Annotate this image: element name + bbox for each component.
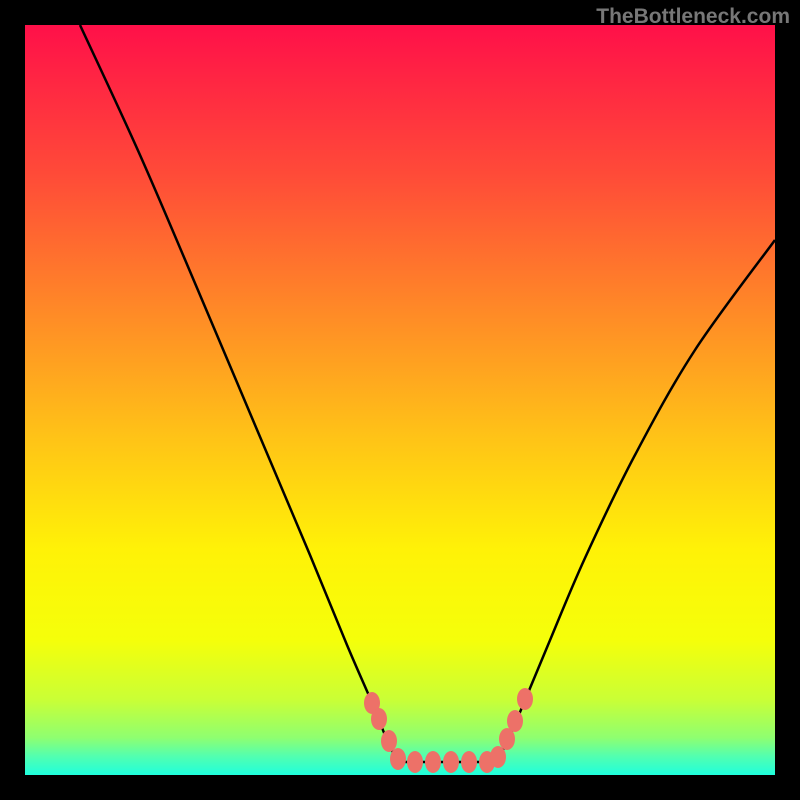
- curve-layer: [25, 25, 775, 775]
- right-curve: [496, 240, 775, 762]
- watermark-text: TheBottleneck.com: [596, 5, 790, 29]
- marker-point: [490, 746, 506, 768]
- chart-container: TheBottleneck.com: [0, 0, 800, 800]
- marker-point: [443, 751, 459, 773]
- marker-point: [381, 730, 397, 752]
- marker-point: [390, 748, 406, 770]
- marker-point: [371, 708, 387, 730]
- markers: [364, 688, 533, 773]
- plot-area: [25, 25, 775, 775]
- left-curve: [80, 25, 398, 762]
- marker-point: [517, 688, 533, 710]
- marker-point: [507, 710, 523, 732]
- marker-point: [461, 751, 477, 773]
- marker-point: [425, 751, 441, 773]
- marker-point: [407, 751, 423, 773]
